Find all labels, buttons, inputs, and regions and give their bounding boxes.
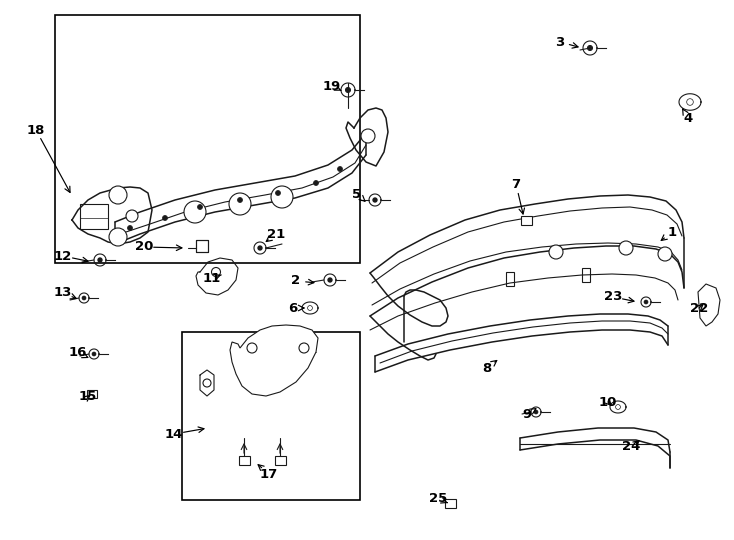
Circle shape (313, 180, 319, 186)
Text: 20: 20 (135, 240, 153, 253)
Circle shape (616, 404, 620, 409)
Text: 13: 13 (54, 287, 72, 300)
Text: 17: 17 (260, 468, 278, 481)
Bar (582, 268, 590, 282)
Circle shape (534, 410, 538, 414)
Text: 25: 25 (429, 492, 447, 505)
Circle shape (92, 352, 95, 356)
Text: 10: 10 (599, 395, 617, 408)
Circle shape (271, 186, 293, 208)
Text: 11: 11 (203, 272, 221, 285)
Polygon shape (230, 325, 318, 396)
Circle shape (109, 228, 127, 246)
Text: 19: 19 (323, 79, 341, 92)
Bar (520, 215, 531, 225)
Bar (275, 456, 286, 464)
Bar (239, 456, 250, 464)
Bar (196, 240, 208, 252)
Text: 22: 22 (690, 301, 708, 314)
Circle shape (687, 99, 694, 105)
Circle shape (275, 191, 280, 195)
Circle shape (82, 296, 86, 300)
Text: 23: 23 (604, 291, 622, 303)
Circle shape (258, 246, 262, 250)
Text: 8: 8 (482, 361, 492, 375)
Text: 16: 16 (69, 347, 87, 360)
Text: 24: 24 (622, 441, 640, 454)
Circle shape (197, 205, 203, 210)
Circle shape (328, 278, 332, 282)
Text: 14: 14 (165, 428, 184, 441)
Circle shape (184, 201, 206, 223)
Circle shape (308, 306, 313, 310)
Circle shape (549, 245, 563, 259)
Text: 6: 6 (288, 301, 297, 314)
Text: 4: 4 (683, 111, 693, 125)
Text: 18: 18 (27, 124, 46, 137)
Bar (55, 15, 360, 263)
Text: 3: 3 (556, 36, 564, 49)
Circle shape (299, 343, 309, 353)
Circle shape (658, 247, 672, 261)
Circle shape (229, 193, 251, 215)
Circle shape (126, 210, 138, 222)
Circle shape (619, 241, 633, 255)
Text: 15: 15 (79, 390, 97, 403)
Circle shape (128, 226, 133, 231)
Text: 7: 7 (512, 178, 520, 191)
Circle shape (587, 45, 592, 50)
Circle shape (373, 198, 377, 202)
Bar (87, 390, 97, 398)
Circle shape (109, 186, 127, 204)
Text: 9: 9 (523, 408, 531, 421)
Circle shape (211, 267, 220, 276)
Text: 1: 1 (667, 226, 677, 239)
Circle shape (247, 343, 257, 353)
Bar (80, 204, 108, 229)
Text: 12: 12 (54, 249, 72, 262)
Bar (506, 272, 514, 286)
Circle shape (162, 215, 167, 220)
Circle shape (203, 379, 211, 387)
Text: 2: 2 (291, 274, 300, 287)
Circle shape (238, 198, 242, 202)
Bar (182, 332, 360, 500)
Polygon shape (698, 284, 720, 326)
Circle shape (346, 87, 350, 92)
Circle shape (361, 129, 375, 143)
Text: 21: 21 (267, 227, 285, 240)
Text: 5: 5 (352, 187, 362, 200)
Circle shape (338, 166, 343, 172)
Circle shape (644, 300, 647, 303)
Circle shape (98, 258, 102, 262)
Bar (445, 498, 456, 508)
